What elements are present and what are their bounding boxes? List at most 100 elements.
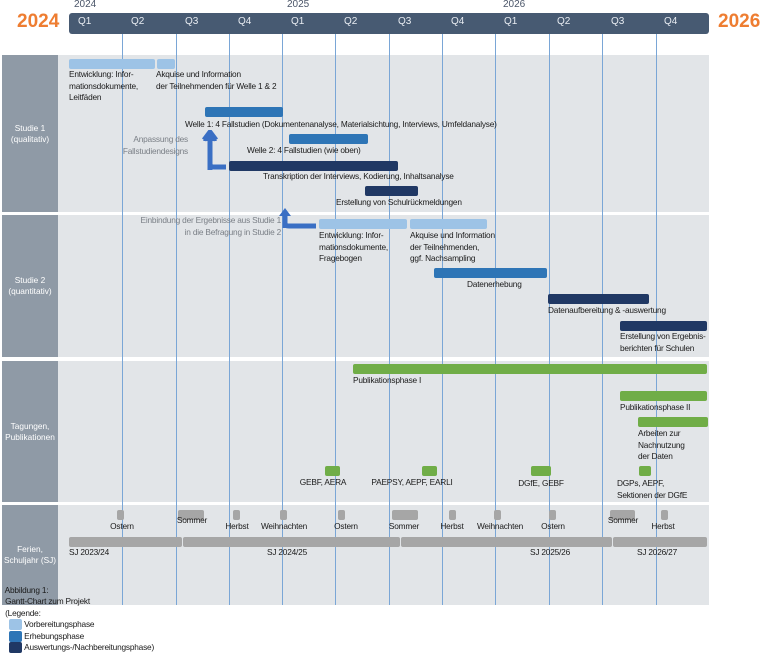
bar-holiday (661, 510, 668, 520)
label-holiday: Weihnachten (476, 521, 524, 531)
label-conference: GEBF, AERA (299, 477, 347, 487)
label-holiday: Herbst (440, 521, 464, 531)
bar-schulrueckmeldungen (365, 186, 418, 196)
bar-welle1 (205, 107, 283, 117)
label-holiday: Herbst (651, 521, 675, 531)
year-label: 2025 (287, 0, 310, 10)
quarter-gridline (442, 34, 443, 605)
label-auswertung: Datenaufbereitung & -auswertung (548, 305, 666, 315)
quarter-label: Q2 (131, 16, 145, 27)
row-label-studie1: Studie 1 (qualitativ) (2, 55, 58, 212)
bar-akquise-2 (410, 219, 487, 229)
label-welle1: Welle 1: 4 Fallstudien (Dokumentenanalys… (185, 119, 497, 129)
label-akquise: Akquise und Information der Teilnehmende… (156, 69, 277, 91)
quarter-gridline (122, 34, 123, 605)
quarter-label: Q1 (78, 16, 92, 27)
label-holiday: Ostern (541, 521, 565, 531)
quarter-gridline (549, 34, 550, 605)
row-studie2 (58, 215, 709, 357)
bar-holiday (117, 510, 124, 520)
legend-analysis: Auswertungs-/Nachbereitungsphase) (24, 642, 155, 652)
legend-swatch-prep (9, 619, 23, 631)
bar-transkription (229, 161, 398, 171)
label-publikationsphase-2: Publikationsphase II (620, 402, 691, 412)
bar-holiday (494, 510, 501, 520)
bar-datenerhebung (434, 268, 547, 278)
legend-swatch-survey (9, 630, 23, 642)
bar-entwicklung-2 (319, 219, 407, 229)
quarter-gridline (602, 34, 603, 605)
quarter-label: Q3 (611, 16, 625, 27)
legend-open: (Legende: (5, 607, 41, 618)
quarter-gridline (389, 34, 390, 605)
label-holiday: Herbst (225, 521, 249, 531)
quarter-gridline (282, 34, 283, 605)
label-welle2: Welle 2: 4 Fallstudien (wie oben) (247, 145, 361, 155)
label-nachnutzung: Arbeiten zur Nachnutzung der Daten (638, 428, 685, 461)
timeline-header (69, 13, 709, 34)
bar-conference (531, 466, 551, 476)
label-berichte: Erstellung von Ergebnis- berichten für S… (620, 331, 706, 353)
label-holiday: Weihnachten (260, 521, 308, 531)
bar-entwicklung (69, 59, 155, 69)
figure-caption: Abbildung 1: Gantt-Chart zum Projekt (Le… (3, 573, 154, 654)
label-akquise-2: Akquise und Information der Teilnehmende… (410, 230, 495, 263)
bar-schuljahr (613, 537, 707, 547)
label-schuljahr: SJ 2024/25 (267, 547, 307, 557)
quarter-label: Q1 (291, 16, 305, 27)
quarter-gridline (335, 34, 336, 605)
legend-prep: Vorbereitungsphase (24, 619, 95, 629)
caption-title: Gantt-Chart zum Projekt (5, 596, 90, 606)
label-entwicklung-2: Entwicklung: Infor- mationsdokumente, Fr… (319, 230, 389, 263)
end-year: 2026 (718, 11, 761, 32)
label-conference: PAEPSY, AEPF, EARLI (371, 477, 453, 487)
bar-publikationsphase-1 (353, 364, 707, 374)
bar-auswertung (548, 294, 649, 304)
label-anpassung: Anpassung des Fallstudiendesigns (122, 134, 188, 156)
label-conference: DGPs, AEPF, Sektionen der DGfE (617, 478, 688, 500)
bar-berichte (620, 321, 707, 331)
arrow-up-icon (202, 130, 226, 170)
label-holiday: Ostern (110, 521, 134, 531)
bar-holiday (338, 510, 345, 520)
label-holiday: Ostern (334, 521, 358, 531)
bar-welle2 (289, 134, 368, 144)
quarter-label: Q4 (451, 16, 465, 27)
quarter-label: Q3 (185, 16, 199, 27)
bar-schuljahr (183, 537, 400, 547)
bar-holiday (392, 510, 418, 520)
label-schuljahr: SJ 2023/24 (69, 547, 109, 557)
quarter-gridline (656, 34, 657, 605)
quarter-gridline (229, 34, 230, 605)
bar-holiday (280, 510, 287, 520)
legend-survey: Erhebungsphase (24, 630, 85, 641)
row-label-tagungen: Tagungen, Publikationen (2, 361, 58, 502)
label-entwicklung: Entwicklung: Infor- mationsdokumente, Le… (69, 69, 139, 102)
quarter-label: Q2 (557, 16, 571, 27)
caption-label: Abbildung 1: (4, 584, 49, 595)
label-publikationsphase-1: Publikationsphase I (353, 375, 422, 385)
label-einbindung: Einbindung der Ergebnisse aus Studie 1 i… (140, 215, 282, 237)
bar-holiday (549, 510, 556, 520)
bar-publikationsphase-2 (620, 391, 707, 401)
row-tagungen (58, 361, 709, 502)
bar-holiday (610, 510, 635, 520)
quarter-label: Q4 (664, 16, 678, 27)
bar-schuljahr (69, 537, 182, 547)
quarter-label: Q4 (238, 16, 252, 27)
row-studie1 (58, 55, 709, 212)
bar-holiday (233, 510, 240, 520)
legend-swatch-analysis (9, 642, 23, 654)
bar-schuljahr (401, 537, 612, 547)
quarter-gridline (176, 34, 177, 605)
row-label-studie2: Studie 2 (quantitativ) (2, 215, 58, 357)
quarter-label: Q1 (504, 16, 518, 27)
quarter-label: Q2 (344, 16, 358, 27)
year-label: 2024 (74, 0, 97, 10)
start-year: 2024 (17, 11, 60, 32)
bar-nachnutzung (638, 417, 708, 427)
label-schulrueckmeldungen: Erstellung von Schulrückmeldungen (336, 197, 462, 207)
bar-conference (325, 466, 340, 476)
quarter-gridline (495, 34, 496, 605)
arrow-up-icon (279, 208, 316, 229)
